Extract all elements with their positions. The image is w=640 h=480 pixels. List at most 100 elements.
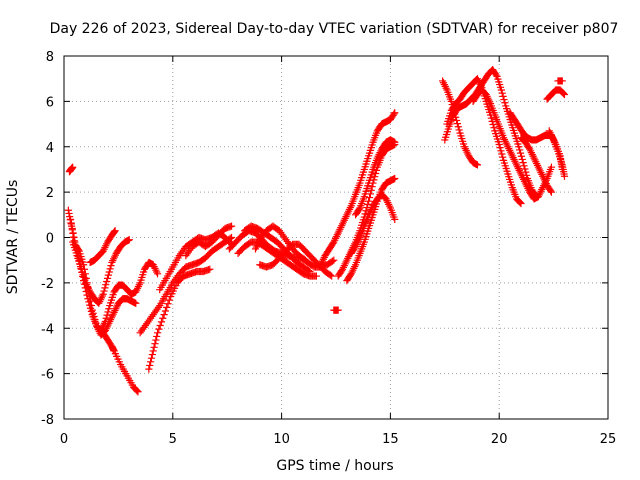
data-point [253,230,261,238]
data-point [164,300,172,308]
y-tick-label: -4 [41,322,54,337]
data-point [441,136,449,144]
data-point [103,274,112,282]
data-point [229,241,237,249]
data-point [234,249,242,257]
data-point [153,332,161,341]
data-point [502,105,511,113]
data-point [360,238,368,246]
data-point [443,120,451,128]
series-arc-16 [251,222,310,264]
data-point [493,135,502,143]
data-point [503,167,511,175]
data-point [311,257,319,265]
series-arc-22 [351,136,399,219]
series-arc-6 [110,347,142,396]
data-point [291,247,299,256]
x-tick-label: 20 [491,432,508,447]
data-point [296,242,304,250]
data-point [445,115,453,123]
data-point [498,150,506,158]
data-point [560,172,569,180]
data-point [359,168,368,176]
data-point [312,258,320,266]
data-point [172,281,180,290]
data-point [520,162,528,170]
data-point [277,242,285,250]
data-point [273,257,281,265]
data-point [170,284,179,292]
data-point [517,152,525,160]
series-arc-17 [330,306,342,314]
data-point [521,165,529,173]
data-point [361,190,369,198]
data-point [443,128,452,136]
series-arc-29 [543,86,569,103]
data-point [289,254,297,262]
data-point [516,198,524,207]
data-point [274,226,282,234]
data-point [368,141,376,149]
data-point [502,164,510,173]
data-point [457,132,465,140]
data-point [365,197,373,205]
data-point [442,130,451,139]
data-point [487,114,495,122]
data-point [138,273,146,282]
data-point [366,174,374,182]
data-point [496,83,505,91]
data-point [87,307,96,316]
data-point [275,254,284,262]
data-point [153,329,162,337]
x-axis-label: GPS time / hours [276,458,393,474]
data-point [246,239,254,247]
data-point [497,147,505,155]
data-point [106,301,114,310]
data-point [499,92,507,100]
data-point [363,230,371,238]
data-point [365,152,373,160]
data-point [65,209,73,218]
data-point [518,155,526,164]
data-point [86,304,95,312]
data-point [326,271,334,279]
data-point [225,245,233,253]
data-point [494,138,502,146]
data-point [509,126,518,135]
data-point [66,213,74,221]
data-point [365,149,374,157]
data-point [444,117,452,125]
series-arc-25 [443,75,525,208]
data-point [139,271,147,279]
data-point [502,102,510,110]
data-point [227,222,236,230]
series-arc-30 [554,77,566,85]
data-point [152,336,160,344]
data-point [174,277,183,286]
data-point [100,287,108,295]
data-point [511,132,519,140]
data-point [496,144,504,152]
data-point [147,358,155,366]
x-axis-tick-labels: 0 5 10 15 20 25 [60,432,616,447]
data-point [560,90,568,98]
data-point [364,200,372,208]
data-point [177,268,185,277]
data-point [277,252,285,261]
series-arc-15 [256,240,336,280]
data-point [155,325,163,333]
data-point [547,188,556,196]
data-point [177,275,185,283]
data-point [445,112,454,120]
data-point [505,173,513,181]
data-point [292,249,300,257]
data-point [512,134,520,143]
data-point [473,161,482,169]
data-point [286,252,294,260]
data-point [370,208,378,216]
data-point [492,71,500,79]
series-arc-32 [547,131,566,174]
data-point [495,78,503,86]
data-point [516,149,525,157]
data-point [358,174,366,182]
